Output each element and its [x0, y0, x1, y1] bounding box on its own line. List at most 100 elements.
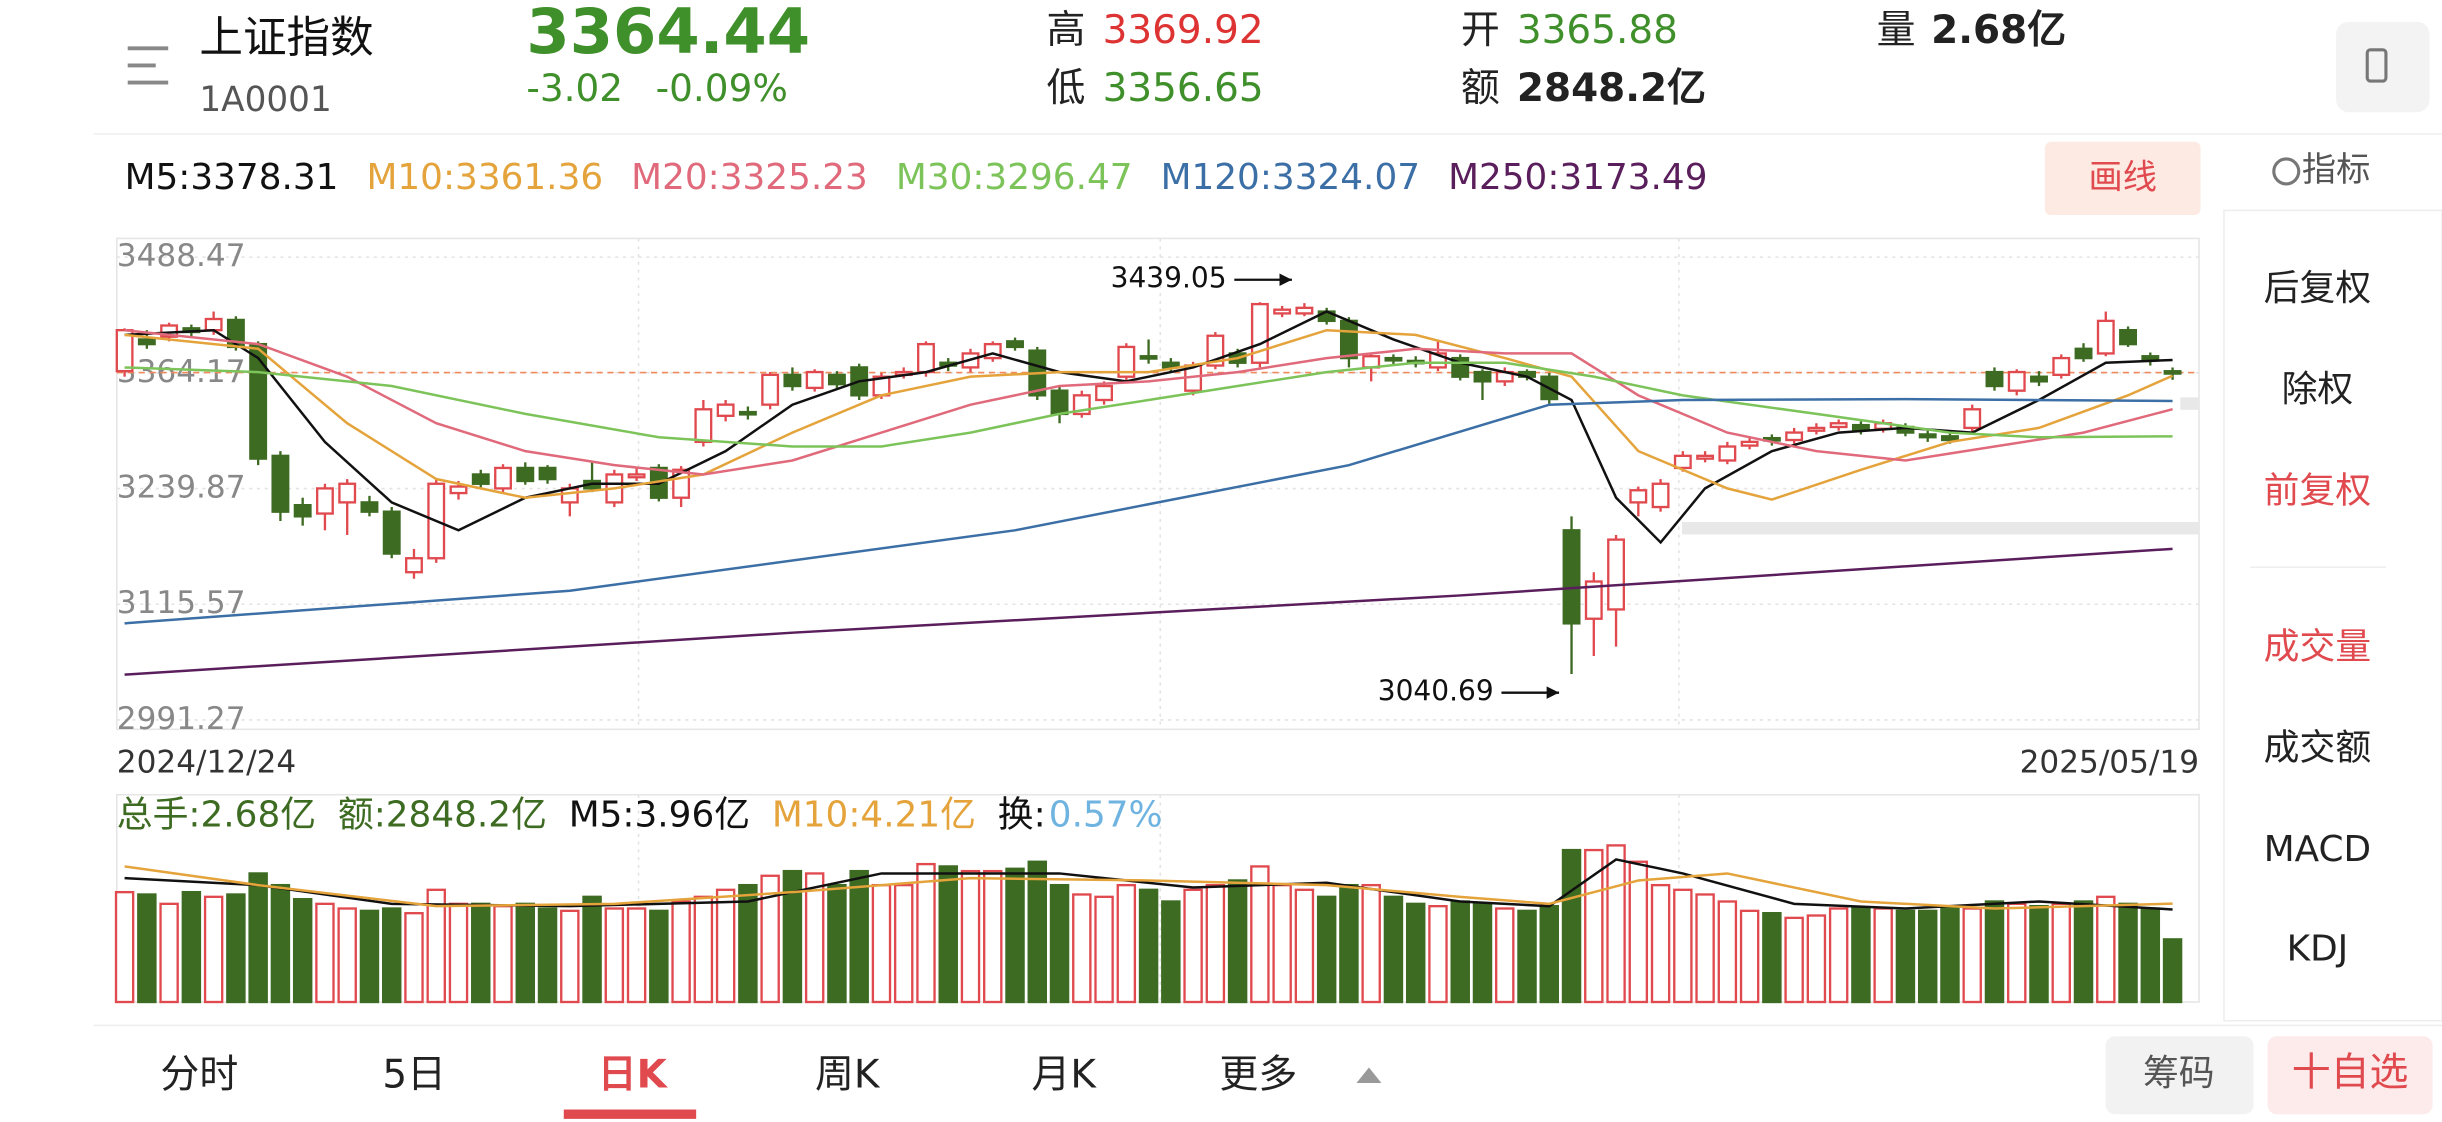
annotation-label: 3040.69 — [1378, 675, 1494, 708]
ma-line — [124, 361, 2173, 448]
volume-bar — [1072, 893, 1092, 1004]
volume-bar — [448, 902, 469, 1004]
candle-body — [1963, 408, 1982, 430]
volume-bar — [1294, 888, 1315, 1004]
y-tick-label: 3488.47 — [117, 238, 246, 274]
volume-bar — [916, 862, 936, 1004]
indicator-label[interactable]: 指标 — [2302, 150, 2371, 190]
tab[interactable]: 更多 — [1219, 1052, 1297, 1097]
volume-bar — [404, 912, 424, 1004]
candle-body — [2007, 370, 2026, 392]
volume-bar — [649, 909, 669, 1004]
volume-bar — [1383, 895, 1404, 1004]
volume-bar — [582, 895, 602, 1004]
tab[interactable]: 周K — [815, 1052, 881, 1097]
candle-body — [1740, 440, 1759, 447]
amount: 2848.2亿 — [1517, 66, 1706, 111]
ma-line — [124, 310, 2173, 545]
candle-body — [805, 370, 824, 390]
sidebar-item[interactable]: KDJ — [2287, 929, 2349, 970]
candle-body — [1473, 370, 1492, 383]
candle-body — [694, 408, 713, 444]
volume-bar — [604, 907, 625, 1004]
volume-bar — [1695, 893, 1715, 1004]
tab[interactable]: 月K — [1031, 1052, 1097, 1097]
sidebar-item[interactable]: 成交额 — [2264, 728, 2371, 769]
candle-body — [1050, 389, 1069, 416]
candle-body — [2074, 347, 2093, 360]
volume-bar — [1005, 867, 1025, 1004]
candle-body — [1295, 306, 1314, 315]
tab[interactable]: 5日 — [382, 1052, 446, 1097]
volume-bar — [849, 869, 869, 1004]
candle-body — [1829, 422, 1848, 429]
ma-line — [124, 328, 2173, 476]
candle-body — [627, 473, 646, 479]
stock-name: 上证指数 — [199, 14, 373, 64]
candle-body — [2163, 370, 2182, 375]
volume-bar — [515, 902, 536, 1004]
volume-bar — [537, 907, 558, 1004]
volume-bar — [1495, 907, 1515, 1004]
volume-bar — [1851, 907, 1871, 1004]
amount-label: 额 — [1461, 66, 1500, 111]
volume-label: 量 — [1877, 8, 1916, 53]
candle-body — [1250, 302, 1269, 364]
annotation-label: 3439.05 — [1111, 262, 1227, 295]
candle-body — [1117, 345, 1136, 378]
candle-body — [382, 510, 401, 555]
draw-button[interactable] — [2044, 141, 2201, 216]
candle-body — [827, 373, 846, 386]
volume-bar — [471, 902, 491, 1004]
volume-bar — [938, 865, 958, 1004]
volume-bar — [315, 902, 335, 1004]
volume-bar — [760, 874, 780, 1004]
draw-label: 画线 — [2088, 158, 2157, 198]
candle-body — [783, 373, 802, 388]
sidebar-item[interactable]: 成交量 — [2264, 626, 2371, 667]
volume-bar — [1183, 888, 1203, 1004]
volume-bar — [560, 909, 580, 1004]
volume-bar — [1138, 888, 1159, 1004]
volume-bar — [1717, 900, 1738, 1004]
ma-legend: M30:3296.47 — [896, 157, 1133, 198]
button-label[interactable]: 筹码 — [2143, 1053, 2215, 1094]
candle-body — [1718, 445, 1737, 462]
volume-legend: 额:2848.2亿 — [338, 795, 547, 836]
indicator-icon — [2272, 157, 2301, 186]
volume-legend: 0.57% — [1049, 795, 1163, 836]
candle-body — [1785, 431, 1804, 442]
volume-bar — [203, 895, 224, 1004]
tab[interactable]: 分时 — [160, 1052, 238, 1097]
watch-button[interactable] — [2267, 1036, 2433, 1115]
chip-button[interactable] — [2105, 1036, 2254, 1115]
button-label[interactable]: 十自选 — [2292, 1051, 2409, 1096]
candle-body — [1339, 319, 1358, 360]
ma-legend: M250:3173.49 — [1448, 157, 1707, 198]
tab[interactable]: 日K — [598, 1052, 669, 1097]
candle-body — [471, 473, 490, 485]
sidebar-item[interactable]: 后复权 — [2264, 268, 2371, 309]
candle-body — [1918, 433, 1937, 439]
ma-line — [124, 397, 2173, 625]
sidebar-item[interactable]: MACD — [2264, 829, 2371, 870]
candle-body — [716, 403, 735, 417]
volume-legend: M5:3.96亿 — [569, 795, 750, 836]
volume-bar — [1762, 912, 1782, 1004]
candle-body — [338, 482, 357, 504]
volume-bar — [2118, 902, 2138, 1004]
volume-bar — [738, 883, 758, 1004]
volume-bar — [1628, 860, 1649, 1004]
candle-body — [360, 501, 379, 513]
volume-bar — [1962, 907, 1982, 1004]
menu-icon[interactable] — [127, 46, 169, 85]
device-button[interactable] — [2336, 21, 2430, 113]
ma-legend: M20:3325.23 — [631, 157, 868, 198]
sidebar-item[interactable]: 前复权 — [2264, 470, 2371, 511]
sidebar-item[interactable]: 除权 — [2282, 369, 2354, 410]
candle-body — [204, 317, 223, 332]
volume-bar — [1895, 909, 1916, 1004]
candle-body — [1851, 423, 1870, 431]
candle-body — [494, 466, 512, 490]
volume-bar — [226, 893, 246, 1004]
